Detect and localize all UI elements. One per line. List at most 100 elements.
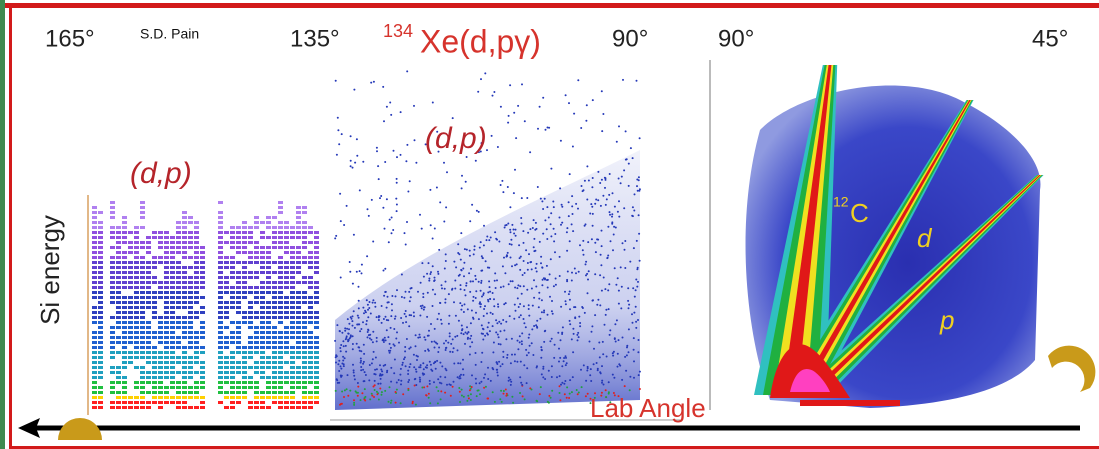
stripe-cell [242, 246, 247, 249]
scatter-dot [632, 287, 635, 290]
stripe-cell [290, 251, 295, 254]
scatter-dot [549, 258, 552, 261]
scatter-dot [561, 205, 564, 208]
scatter-dot [394, 315, 397, 318]
scatter-dot [342, 340, 345, 343]
scatter-dot [377, 398, 380, 401]
stripe-cell [296, 371, 301, 374]
scatter-dot [527, 304, 530, 307]
scatter-dot [470, 334, 473, 337]
scatter-dot [601, 381, 603, 384]
scatter-dot [427, 396, 430, 399]
stripe-cell [158, 286, 163, 289]
scatter-dot [493, 91, 496, 93]
scatter-dot [534, 267, 537, 270]
scatter-dot [511, 280, 514, 283]
scatter-dot [483, 386, 486, 389]
stripe-cell [170, 266, 175, 269]
stripe-cell [140, 356, 145, 359]
stripe-cell [236, 281, 241, 284]
stripe-cell [284, 341, 289, 344]
scatter-dot [470, 309, 473, 312]
stripe-cell [98, 256, 103, 259]
scatter-dot [549, 340, 552, 343]
scatter-dot [489, 236, 492, 239]
stripe-cell [314, 231, 319, 234]
scatter-dot [636, 285, 639, 288]
scatter-dot [430, 368, 433, 371]
scatter-dot [420, 307, 423, 310]
scatter-dot [570, 279, 573, 282]
scatter-dot [462, 373, 465, 376]
scatter-dot [429, 363, 432, 366]
stripe-cell [272, 286, 277, 289]
scatter-dot [369, 312, 372, 315]
stripe-cell [122, 271, 127, 274]
stripe-cell [266, 361, 271, 364]
stripe-cell [290, 301, 295, 304]
scatter-dot [617, 395, 620, 398]
stripe-cell [266, 216, 271, 219]
scatter-dot [617, 339, 620, 342]
scatter-dot [599, 182, 602, 184]
scatter-dot [393, 317, 396, 320]
scatter-dot [459, 288, 462, 291]
stripe-cell [248, 321, 253, 324]
stripe-cell [122, 241, 127, 244]
scatter-dot [467, 394, 470, 397]
scatter-dot [514, 286, 517, 289]
scatter-dot [426, 334, 429, 337]
stripe-cell [188, 331, 193, 334]
angle-label: 45° [1032, 25, 1068, 52]
scatter-dot [497, 303, 499, 306]
stripe-cell [170, 366, 175, 369]
scatter-dot [521, 274, 524, 276]
scatter-dot [570, 391, 573, 394]
stripe-cell [236, 276, 241, 279]
stripe-cell [266, 236, 271, 239]
stripe-cell [158, 391, 163, 394]
scatter-dot [629, 260, 632, 263]
scatter-dot [360, 328, 363, 330]
scatter-dot [470, 386, 473, 388]
stripe-cell [110, 326, 115, 329]
scatter-dot [511, 265, 513, 268]
scatter-dot [530, 342, 533, 345]
stripe-cell [284, 381, 289, 384]
stripe-cell [182, 356, 187, 359]
stripe-cell [254, 381, 259, 384]
stripe-cell [152, 361, 157, 364]
scatter-dot [415, 370, 418, 373]
stripe-cell [98, 321, 103, 324]
scatter-dot [529, 228, 532, 231]
stripe-cell [122, 391, 127, 394]
scatter-dot [413, 139, 416, 142]
scatter-dot [441, 287, 443, 290]
stripe-cell [152, 381, 157, 384]
scatter-dot [500, 389, 503, 392]
scatter-dot [636, 266, 639, 269]
stripe-cell [296, 301, 301, 304]
stripe-cell [152, 301, 157, 304]
scatter-dot [593, 396, 596, 399]
scatter-dot [395, 388, 398, 391]
stripe-cell [278, 221, 283, 224]
scatter-dot [374, 356, 377, 359]
stripe-cell [152, 306, 157, 309]
scatter-dot [402, 393, 405, 396]
author: S.D. Pain [140, 26, 199, 42]
stripe-cell [224, 381, 229, 384]
scatter-dot [514, 309, 517, 312]
scatter-dot [561, 221, 564, 224]
scatter-dot [358, 189, 361, 192]
stripe-cell [182, 366, 187, 369]
stripe-cell [188, 276, 193, 279]
scatter-dot [589, 374, 592, 377]
stripe-cell [110, 216, 115, 219]
scatter-dot [567, 201, 570, 204]
stripe-cell [266, 326, 271, 329]
stripe-cell [158, 341, 163, 344]
scatter-dot [540, 356, 543, 359]
stripe-cell [116, 351, 121, 354]
scatter-dot [414, 334, 417, 337]
